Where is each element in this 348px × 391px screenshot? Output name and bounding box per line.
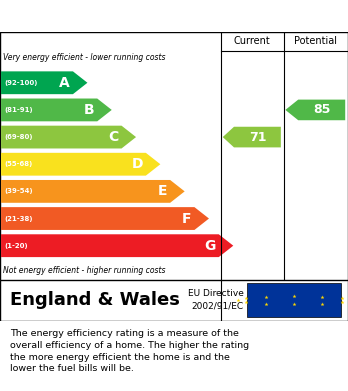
Text: Energy Efficiency Rating: Energy Efficiency Rating bbox=[10, 9, 232, 23]
Text: 71: 71 bbox=[249, 131, 266, 143]
Text: Potential: Potential bbox=[294, 36, 337, 47]
Polygon shape bbox=[1, 180, 185, 203]
Text: Not energy efficient - higher running costs: Not energy efficient - higher running co… bbox=[3, 266, 166, 275]
Polygon shape bbox=[1, 99, 112, 121]
Text: G: G bbox=[205, 239, 216, 253]
Polygon shape bbox=[1, 234, 233, 257]
Polygon shape bbox=[1, 72, 87, 94]
Text: 2002/91/EC: 2002/91/EC bbox=[191, 302, 244, 311]
Text: The energy efficiency rating is a measure of the
overall efficiency of a home. T: The energy efficiency rating is a measur… bbox=[10, 329, 250, 373]
Text: D: D bbox=[132, 157, 143, 171]
Polygon shape bbox=[1, 126, 136, 149]
Bar bbox=[247, 283, 341, 317]
Text: (69-80): (69-80) bbox=[4, 134, 33, 140]
Text: F: F bbox=[182, 212, 192, 226]
Text: Current: Current bbox=[234, 36, 271, 47]
Polygon shape bbox=[1, 153, 160, 176]
Text: (55-68): (55-68) bbox=[4, 161, 32, 167]
Text: (39-54): (39-54) bbox=[4, 188, 33, 194]
Text: 85: 85 bbox=[313, 103, 330, 117]
Text: England & Wales: England & Wales bbox=[10, 291, 180, 309]
Text: E: E bbox=[158, 185, 167, 198]
Text: Very energy efficient - lower running costs: Very energy efficient - lower running co… bbox=[3, 53, 166, 62]
Polygon shape bbox=[1, 207, 209, 230]
Text: C: C bbox=[109, 130, 119, 144]
Text: (1-20): (1-20) bbox=[4, 243, 28, 249]
Text: B: B bbox=[84, 103, 94, 117]
Text: (92-100): (92-100) bbox=[4, 80, 38, 86]
Text: (21-38): (21-38) bbox=[4, 215, 33, 222]
Text: EU Directive: EU Directive bbox=[188, 289, 244, 298]
Text: A: A bbox=[60, 76, 70, 90]
Text: (81-91): (81-91) bbox=[4, 107, 33, 113]
Polygon shape bbox=[223, 127, 281, 147]
Polygon shape bbox=[285, 100, 345, 120]
